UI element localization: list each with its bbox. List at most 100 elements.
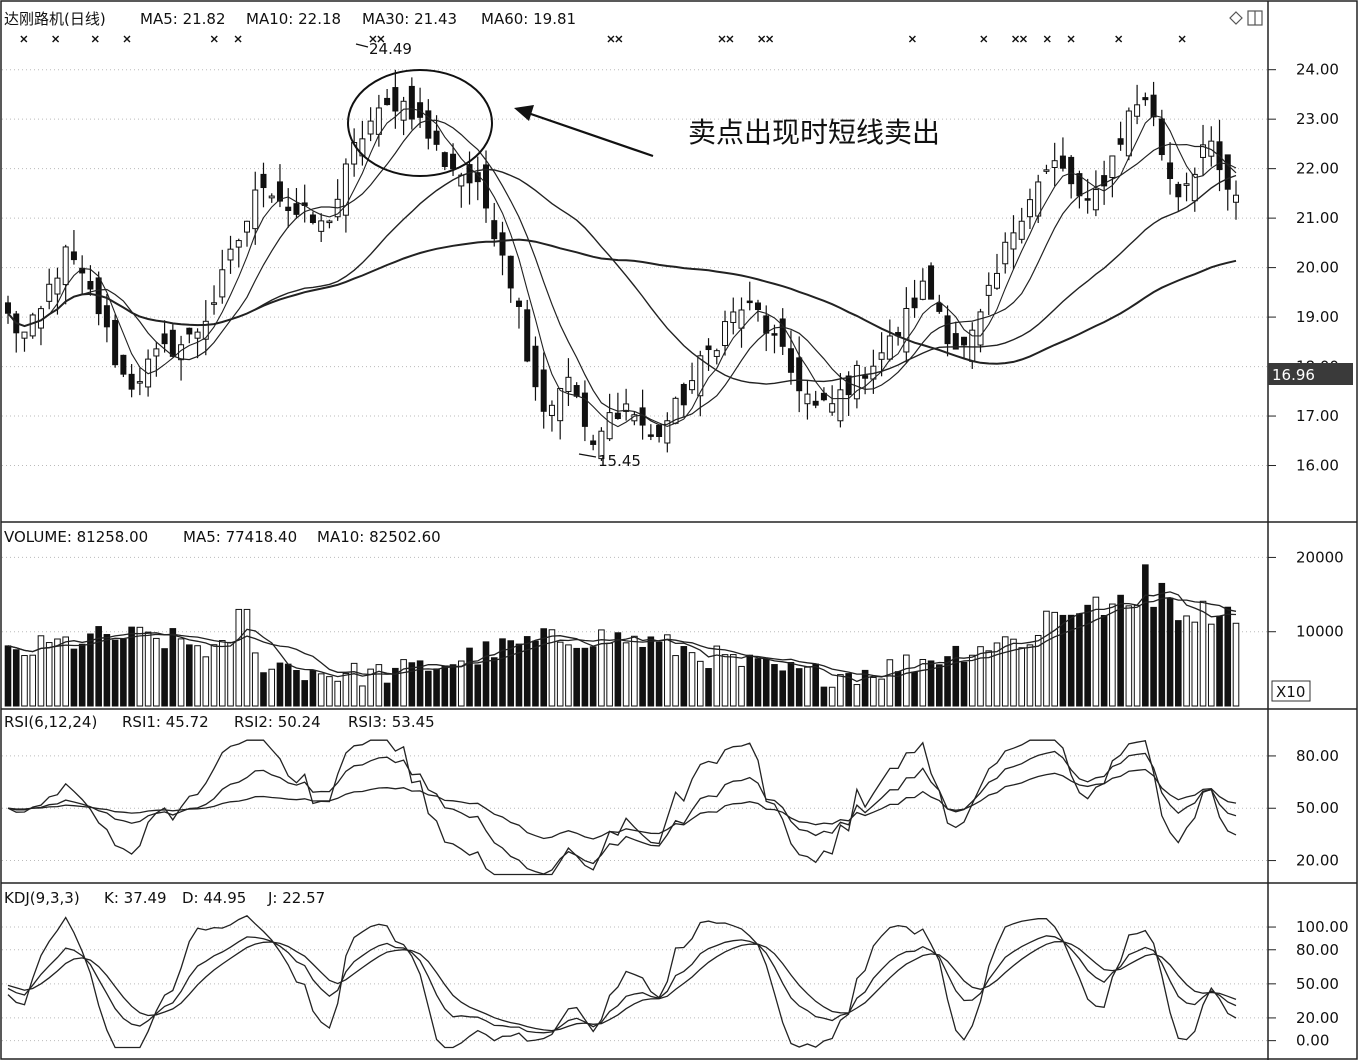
price-tick-label: 19.00 [1296, 308, 1339, 326]
volume-bar [1100, 614, 1108, 707]
rsi-title: RSI(6,12,24) [4, 713, 97, 731]
candle-down [483, 164, 490, 209]
volume-ma10-line [7, 597, 1237, 678]
volume-bar [54, 638, 61, 707]
high-price-label: 24.49 [369, 40, 412, 58]
candle-up [227, 248, 234, 261]
volume-bar [639, 646, 646, 707]
candle-down [161, 333, 168, 345]
candle-up [878, 352, 885, 360]
kdj-j-label: J: 22.57 [267, 889, 325, 907]
candle-down [1142, 97, 1149, 101]
current-price-tag: 16.96 [1268, 363, 1353, 385]
ma60-line [7, 238, 1237, 365]
volume-bar [12, 649, 20, 707]
candle-down [169, 329, 176, 357]
candle-up [565, 376, 572, 392]
candle-up [598, 430, 605, 460]
volume-bar [70, 648, 78, 707]
price-tick-label: 16.00 [1296, 457, 1339, 475]
volume-bar [276, 662, 284, 707]
volume-bar [457, 660, 465, 707]
volume-bar [721, 654, 729, 707]
volume-bar [251, 652, 259, 707]
volume-bar [218, 640, 226, 707]
volume-bar [779, 670, 787, 707]
volume-bar [383, 682, 391, 707]
candle-down [186, 327, 193, 335]
candle-down [779, 318, 786, 347]
candle-down [1158, 118, 1165, 156]
volume-bar [746, 654, 754, 707]
volume-bar [1092, 596, 1100, 707]
volume-bar [499, 638, 506, 707]
candle-up [326, 220, 333, 224]
candle-up [1125, 110, 1132, 157]
candle-up [697, 355, 704, 397]
ma30-line [7, 168, 1237, 385]
volume-bar [581, 647, 589, 707]
candle-down [771, 333, 778, 336]
rsi-tick-label: 50.00 [1296, 799, 1339, 817]
volume-bar [1026, 644, 1034, 707]
volume-tick-label: 20000 [1296, 548, 1344, 566]
volume-axis: 20000 10000 [1268, 548, 1344, 641]
volume-bar [1125, 605, 1133, 707]
candle-up [606, 412, 613, 440]
volume-bar [260, 672, 267, 707]
candle-up [985, 284, 992, 296]
volume-bar [688, 652, 696, 707]
low-price-marker: 15.45 [578, 452, 641, 470]
volume-bar [153, 637, 160, 707]
signal-mark [20, 35, 28, 43]
signal-mark [1043, 35, 1051, 43]
rsi-header: RSI(6,12,24) RSI1: 45.72 RSI2: 50.24 RSI… [4, 713, 435, 731]
candle-down [647, 434, 654, 437]
candle-up [54, 277, 61, 295]
price-tick-label: 22.00 [1296, 160, 1339, 178]
volume-bar [350, 662, 358, 707]
volume-bar [606, 642, 613, 707]
rsi3-line [7, 768, 1237, 840]
volume-bar [317, 673, 325, 707]
signal-mark [377, 35, 385, 43]
candle-down [293, 203, 300, 215]
signal-mark [1012, 35, 1020, 43]
volume-bar [1051, 611, 1058, 707]
volume-bar [62, 636, 69, 707]
volume-bar [359, 685, 366, 707]
candle-up [252, 189, 259, 230]
diamond-icon[interactable] [1229, 11, 1243, 25]
volume-bar [161, 648, 168, 707]
candle-down [614, 412, 621, 419]
signal-mark [908, 35, 916, 43]
rsi2-label: RSI2: 50.24 [234, 713, 321, 731]
candle-up [557, 387, 564, 422]
candle-up [1200, 144, 1207, 158]
candle-up [1109, 155, 1116, 178]
rsi-tick-label: 80.00 [1296, 747, 1339, 765]
volume-bar [1224, 606, 1232, 707]
candle-up [1026, 199, 1033, 218]
volume-bar [78, 643, 86, 707]
volume-ma5-label: MA5: 77418.40 [183, 528, 297, 546]
candle-down [515, 300, 522, 307]
kdj-lines [7, 915, 1237, 1049]
volume-bar [293, 670, 300, 707]
volume-bar [1010, 638, 1017, 707]
volume-bar [334, 680, 341, 707]
candle-up [1092, 189, 1099, 211]
kdj-tick-label: 0.00 [1296, 1032, 1329, 1050]
candle-down [1175, 183, 1182, 198]
volume-bar [919, 658, 927, 707]
signal-mark [607, 35, 615, 43]
volume-bar [845, 673, 852, 707]
candle-down [944, 315, 951, 345]
candle-up [29, 314, 36, 337]
candle-up [919, 280, 926, 300]
rsi3-label: RSI3: 53.45 [348, 713, 435, 731]
candle-down [911, 297, 918, 309]
panel-toggle-icon[interactable] [1247, 10, 1263, 26]
volume-bar [375, 664, 383, 707]
